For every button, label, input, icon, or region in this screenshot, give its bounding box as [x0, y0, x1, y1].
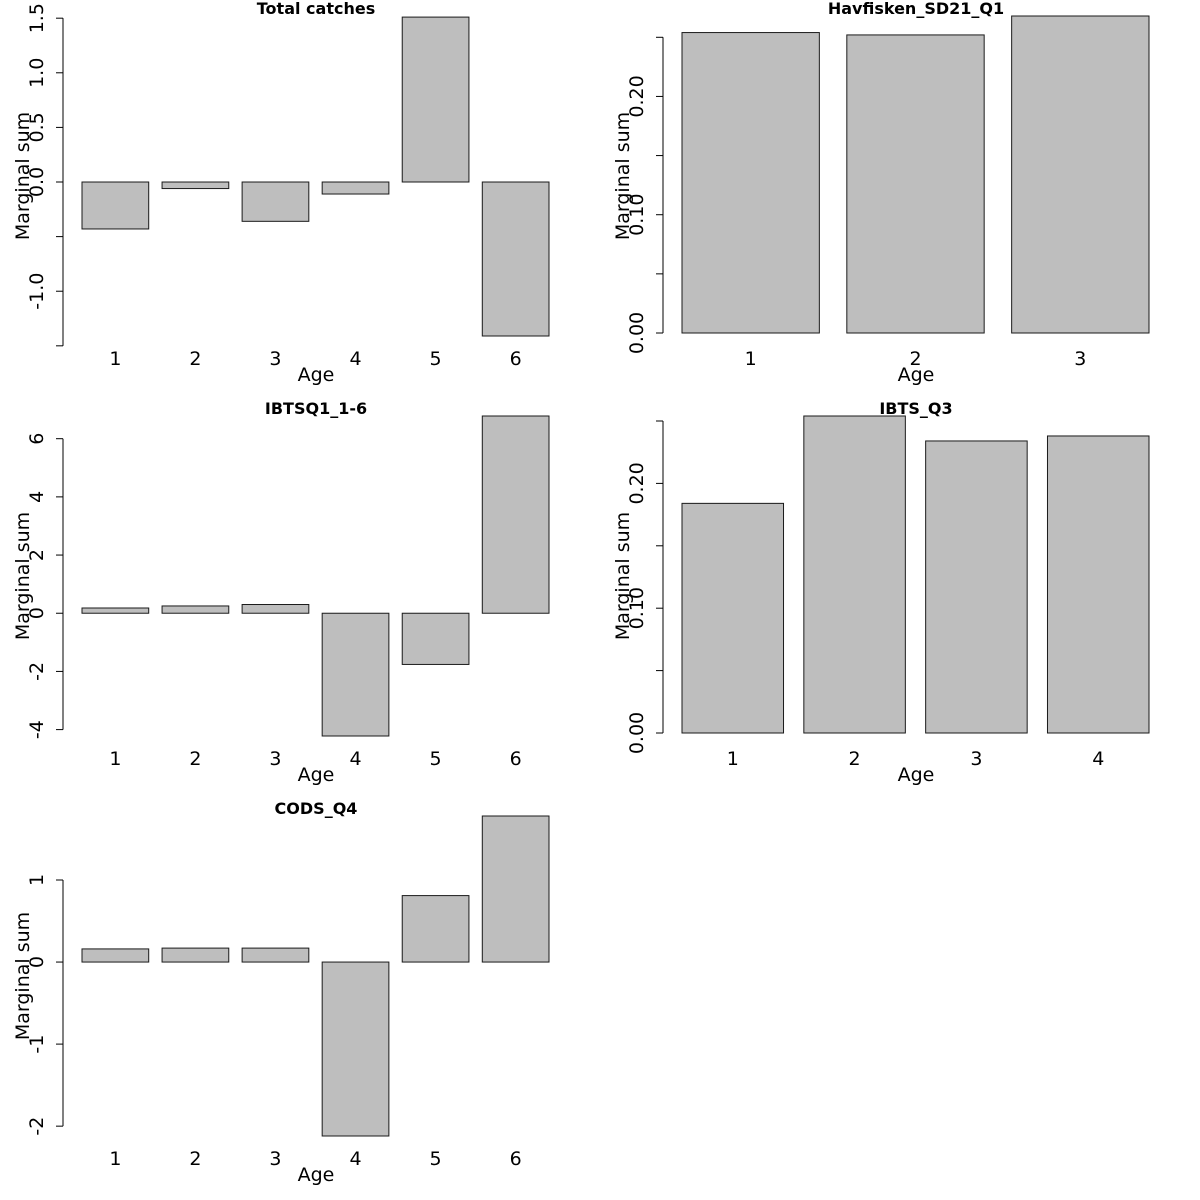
x-tick-label: 6: [510, 348, 522, 370]
bar-age-3: [241, 947, 310, 963]
x-tick-label: 4: [349, 748, 361, 770]
y-tick-label: 0.5: [26, 112, 48, 142]
x-tick-label: 1: [727, 748, 739, 770]
bar-age-2: [161, 181, 230, 190]
bar-age-2: [846, 34, 985, 334]
x-tick-label: 3: [269, 748, 281, 770]
chart-panel-2: Havfisken_SD21_Q1 1 2 3 0.00 0.10 0.20Marginal…: [612, 0, 1150, 386]
x-tick-label: 2: [849, 748, 861, 770]
bar-age-2: [803, 415, 906, 734]
bar-age-5: [401, 16, 470, 183]
y-axis-label: Marginal sum: [12, 112, 34, 240]
bar-age-4: [321, 612, 390, 737]
bar-age-3: [925, 440, 1028, 734]
y-axis-label: Marginal sum: [12, 912, 34, 1040]
x-tick-label: 2: [909, 348, 921, 370]
y-tick-label: 0.10: [626, 587, 648, 629]
x-tick-label: 2: [189, 748, 201, 770]
bar-age-1: [81, 181, 150, 230]
chart-title: IBTSQ1_1-6: [265, 399, 367, 418]
y-tick-label: 0: [26, 956, 48, 968]
chart-panel-1: Total catches 1 2 3 4 5 6 -1.0 0.0 0.5 1.0 1.5 Margi…: [12, 0, 550, 386]
x-tick-label: 1: [109, 348, 121, 370]
y-axis-label: Marginal sum: [12, 512, 34, 640]
y-tick-label: 0.0: [26, 167, 48, 197]
x-tick-label: 6: [510, 1148, 522, 1170]
x-tick-label: 2: [189, 1148, 201, 1170]
chart-title: CODS_Q4: [275, 799, 358, 818]
x-tick-label: 4: [349, 1148, 361, 1170]
x-tick-label: 3: [1074, 348, 1086, 370]
y-tick-label: 4: [26, 491, 48, 503]
x-axis-label: Age: [298, 364, 335, 386]
bar-age-6: [481, 415, 550, 614]
chart-title: Havfisken_SD21_Q1: [828, 0, 1004, 18]
x-tick-label: 3: [970, 748, 982, 770]
y-axis-label: Marginal sum: [612, 512, 634, 640]
bar-age-1: [81, 948, 150, 963]
y-tick-label: 0.20: [626, 462, 648, 504]
chart-title: IBTS_Q3: [879, 399, 952, 418]
y-tick-label: 1.0: [26, 58, 48, 88]
x-axis-label: Age: [898, 364, 935, 386]
chart-panel-5: CODS_Q4 1 2 3 4 5 6 -2 -1 0 1 Marginal sum Age: [12, 799, 550, 1186]
x-tick-label: 3: [269, 348, 281, 370]
y-tick-label: 0: [26, 607, 48, 619]
x-tick-label: 4: [349, 348, 361, 370]
x-tick-label: 6: [510, 748, 522, 770]
y-tick-label: -4: [26, 720, 48, 739]
y-tick-label: 1.5: [26, 3, 48, 33]
x-tick-label: 5: [430, 748, 442, 770]
y-tick-label: 2: [26, 549, 48, 561]
bar-age-5: [401, 895, 470, 963]
bar-age-1: [681, 502, 785, 734]
x-tick-label: 1: [745, 348, 757, 370]
bar-age-6: [481, 815, 550, 963]
x-tick-label: 1: [109, 1148, 121, 1170]
y-tick-label: -1.0: [26, 273, 48, 310]
bar-age-3: [241, 181, 310, 222]
x-tick-label: 1: [109, 748, 121, 770]
y-tick-label: -2: [26, 1117, 48, 1136]
bar-age-1: [681, 32, 820, 334]
bar-age-4: [321, 181, 390, 195]
x-tick-label: 5: [430, 1148, 442, 1170]
bar-age-3: [241, 604, 310, 614]
x-tick-label: 5: [430, 348, 442, 370]
y-tick-label: 0.20: [626, 75, 648, 117]
y-tick-label: 0.00: [626, 312, 648, 354]
y-tick-label: 0.00: [626, 712, 648, 754]
y-tick-label: 6: [26, 433, 48, 445]
x-tick-label: 4: [1092, 748, 1104, 770]
bar-age-4: [321, 961, 390, 1137]
x-axis-label: Age: [298, 1164, 335, 1186]
x-tick-label: 2: [189, 348, 201, 370]
bar-age-1: [81, 607, 150, 614]
bar-age-2: [161, 605, 230, 614]
bar-age-4: [1046, 435, 1150, 734]
chart-panel-4: IBTS_Q3 1 2 3 4 0.00 0.10 0.20 Marginal sum Age: [612, 399, 1150, 786]
y-tick-label: 1: [26, 874, 48, 886]
chart-title: Total catches: [257, 0, 375, 18]
x-axis-label: Age: [898, 764, 935, 786]
y-tick-label: 0.10: [626, 194, 648, 236]
y-tick-label: -2: [26, 662, 48, 681]
bar-age-3: [1011, 15, 1150, 334]
y-tick-label: -1: [26, 1035, 48, 1054]
chart-panel-3: IBTSQ1_1-6 1 2 3 4 5 6 -4 -2 0 2 4 6 Marginal sum Age: [12, 399, 550, 786]
bar-age-6: [481, 181, 550, 337]
bar-age-5: [401, 612, 470, 665]
bar-age-2: [161, 947, 230, 963]
x-axis-label: Age: [298, 764, 335, 786]
x-tick-label: 3: [269, 1148, 281, 1170]
y-axis-label: Marginal sum: [612, 112, 634, 240]
